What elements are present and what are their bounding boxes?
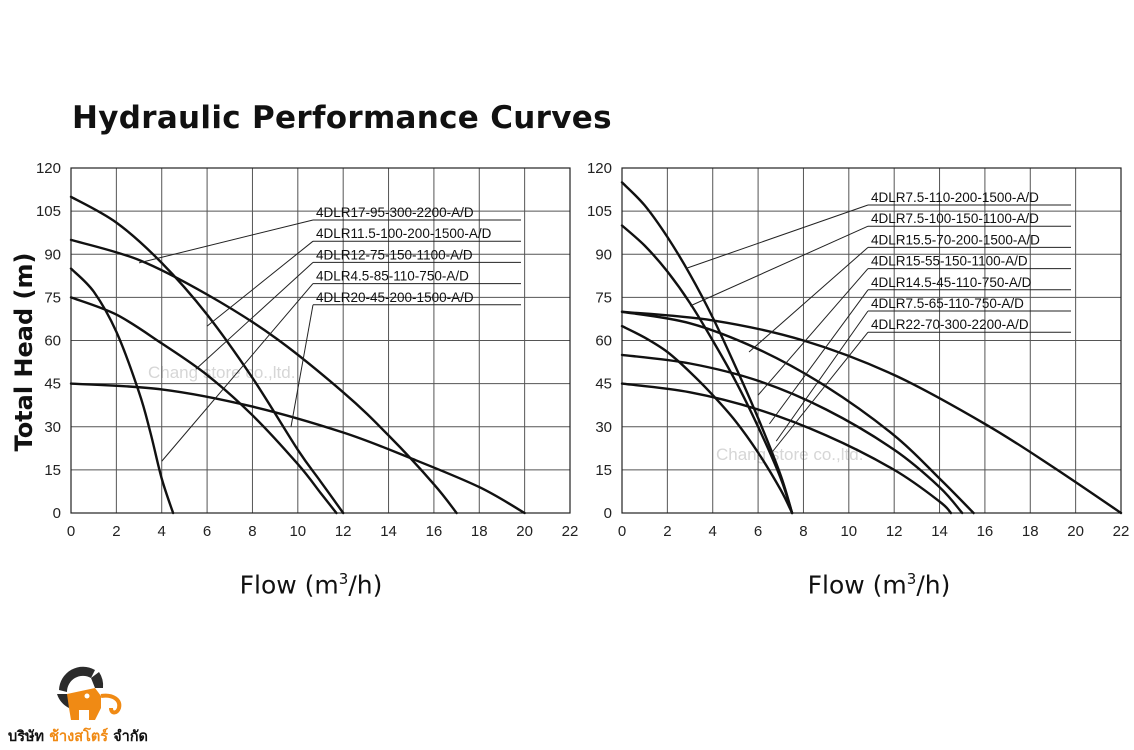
y-tick-label: 15 bbox=[44, 462, 61, 479]
x-tick-label: 10 bbox=[840, 523, 857, 540]
performance-curve bbox=[620, 382, 953, 515]
x-tick-label: 0 bbox=[618, 523, 626, 540]
y-tick-label: 15 bbox=[595, 462, 612, 479]
y-tick-label: 60 bbox=[44, 333, 61, 350]
y-tick-label: 60 bbox=[595, 333, 612, 350]
y-tick-label: 30 bbox=[595, 419, 612, 436]
performance-curve bbox=[620, 324, 794, 515]
x-tick-label: 12 bbox=[886, 523, 903, 540]
x-tick-label: 8 bbox=[799, 523, 807, 540]
plot-frame bbox=[70, 167, 571, 514]
company-name-suffix: จำกัด bbox=[108, 729, 148, 745]
x-tick-label: 8 bbox=[248, 523, 256, 540]
performance-curve bbox=[69, 382, 526, 515]
company-name: บริษัท ช้างสโตร์ จำกัด bbox=[8, 725, 148, 748]
legend-label: 4DLR22-70-300-2200-A/D bbox=[871, 317, 1029, 332]
x-axis-label-text: Flow (m bbox=[807, 570, 907, 600]
page-title: Hydraulic Performance Curves bbox=[72, 100, 612, 136]
legend-label: 4DLR7.5-100-150-1100-A/D bbox=[871, 211, 1039, 226]
legend-leader-line bbox=[769, 289, 869, 425]
x-tick-label: 18 bbox=[471, 523, 488, 540]
plot-frame bbox=[621, 167, 1122, 514]
y-tick-label: 75 bbox=[595, 289, 612, 306]
x-tick-label: 20 bbox=[1067, 523, 1084, 540]
legend-leader-line bbox=[689, 225, 869, 307]
x-axis-label-unit: /h) bbox=[348, 570, 383, 600]
watermark-text: Chang store co.,ltd. bbox=[148, 363, 295, 382]
x-axis-label-left: Flow (m3/h) bbox=[161, 570, 461, 599]
y-tick-label: 120 bbox=[587, 160, 612, 177]
legend-leader-line bbox=[138, 219, 314, 264]
legend-label: 4DLR15.5-70-200-1500-A/D bbox=[871, 232, 1040, 247]
legend-leader-line bbox=[195, 262, 314, 370]
x-tick-label: 0 bbox=[67, 523, 75, 540]
legend-label: 4DLR7.5-65-110-750-A/D bbox=[871, 296, 1024, 311]
performance-curve bbox=[620, 310, 975, 515]
x-tick-label: 6 bbox=[203, 523, 211, 540]
company-name-prefix: บริษัท bbox=[8, 729, 50, 745]
y-tick-label: 75 bbox=[44, 289, 61, 306]
legend-leader-line bbox=[771, 331, 869, 453]
legend-label: 4DLR4.5-85-110-750-A/D bbox=[316, 269, 469, 284]
company-name-accent: ช้างสโตร์ bbox=[49, 729, 109, 745]
legend-leader-line bbox=[748, 247, 869, 353]
legend-leader-line bbox=[290, 304, 314, 427]
y-tick-label: 105 bbox=[36, 203, 61, 220]
legend-leader-line bbox=[206, 240, 314, 327]
y-tick-label: 0 bbox=[604, 505, 612, 522]
legend-label: 4DLR14.5-45-110-750-A/D bbox=[871, 275, 1032, 290]
y-tick-label: 30 bbox=[44, 419, 61, 436]
x-axis-label-unit: /h) bbox=[916, 570, 951, 600]
legend-leader-line bbox=[757, 268, 869, 396]
legend-label: 4DLR20-45-200-1500-A/D bbox=[316, 290, 474, 305]
x-tick-label: 2 bbox=[663, 523, 671, 540]
y-tick-label: 45 bbox=[595, 376, 612, 393]
performance-curve bbox=[69, 267, 175, 515]
performance-charts: Chang store co.,ltd.0 2 4 6 8 10 12 14 16 18 20 220… bbox=[36, 160, 1129, 540]
x-tick-label: 4 bbox=[158, 523, 166, 540]
x-tick-label: 18 bbox=[1022, 523, 1039, 540]
legend-label: 4DLR11.5-100-200-1500-A/D bbox=[316, 226, 492, 241]
x-axis-label-superscript: 3 bbox=[906, 570, 917, 588]
watermark-text: Chang store co.,ltd. bbox=[716, 445, 863, 464]
chart-panel-2: Chang store co.,ltd. 0 2 4 6 8 10 12 14 16 18 20 22 0… bbox=[587, 160, 1129, 540]
x-axis-label-right: Flow (m3/h) bbox=[729, 570, 1029, 599]
x-tick-label: 12 bbox=[335, 523, 352, 540]
legend-leader-line bbox=[685, 204, 869, 270]
x-tick-label: 22 bbox=[562, 523, 579, 540]
y-tick-label: 90 bbox=[595, 246, 612, 263]
x-tick-label: 6 bbox=[754, 523, 762, 540]
x-tick-label: 14 bbox=[931, 523, 948, 540]
legend-label: 4DLR7.5-110-200-1500-A/D bbox=[871, 190, 1039, 205]
x-tick-label: 16 bbox=[426, 523, 443, 540]
legend-leader-line bbox=[775, 310, 869, 442]
legend-label: 4DLR12-75-150-1100-A/D bbox=[316, 247, 473, 262]
y-tick-label: 90 bbox=[44, 246, 61, 263]
performance-curve bbox=[69, 296, 338, 515]
x-tick-label: 4 bbox=[709, 523, 717, 540]
legend-leader-line bbox=[161, 283, 314, 462]
x-tick-label: 2 bbox=[112, 523, 120, 540]
x-axis-label-superscript: 3 bbox=[338, 570, 349, 588]
x-tick-label: 14 bbox=[380, 523, 397, 540]
legend-label: 4DLR15-55-150-1100-A/D bbox=[871, 254, 1028, 269]
performance-curve bbox=[620, 353, 964, 515]
performance-curve bbox=[620, 310, 1123, 515]
y-tick-label: 105 bbox=[587, 203, 612, 220]
x-tick-label: 20 bbox=[516, 523, 533, 540]
x-tick-label: 10 bbox=[289, 523, 306, 540]
x-axis-label-text: Flow (m bbox=[239, 570, 339, 600]
legend-label: 4DLR17-95-300-2200-A/D bbox=[316, 205, 474, 220]
performance-curve bbox=[620, 181, 794, 515]
performance-curve bbox=[620, 224, 794, 515]
y-tick-label: 45 bbox=[44, 376, 61, 393]
y-tick-label: 0 bbox=[53, 505, 61, 522]
y-tick-label: 120 bbox=[36, 160, 61, 177]
performance-curve bbox=[69, 195, 345, 515]
elephant-logo-icon bbox=[57, 666, 122, 720]
x-tick-label: 22 bbox=[1113, 523, 1130, 540]
chart-panel-1: Chang store co.,ltd. 0 2 4 6 8 10 12 14 16 18 20 22 0… bbox=[36, 160, 578, 540]
x-tick-label: 16 bbox=[977, 523, 994, 540]
